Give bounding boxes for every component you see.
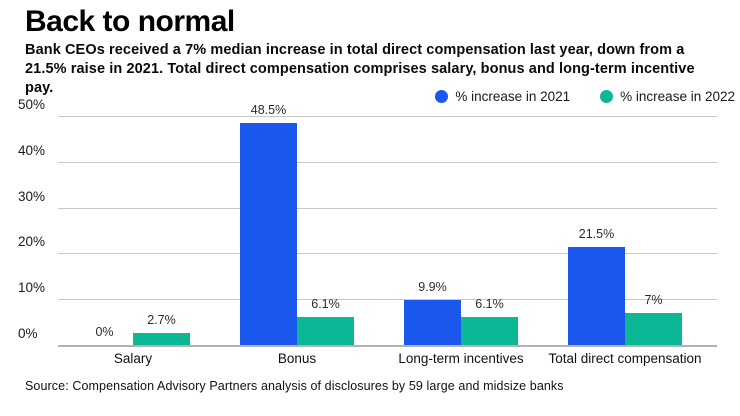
legend-label: % increase in 2022	[620, 89, 735, 104]
category-label-bonus: Bonus	[277, 351, 317, 366]
legend-label: % increase in 2021	[455, 89, 571, 104]
bar-bonus-2021	[240, 122, 297, 345]
bar-total-direct-compensation-2022	[625, 312, 682, 345]
bar-long-term-incentives-2021	[404, 299, 461, 345]
category-label-total-direct-compensation: Total direct compensation	[548, 351, 702, 366]
page-title: Back to normal	[25, 5, 235, 38]
gridline-10	[58, 299, 717, 301]
y-tick-label-40: 40%	[18, 142, 46, 158]
chart-subtitle: Bank CEOs received a 7% median increase …	[25, 42, 695, 96]
legend-item-2022: % increase in 2022	[600, 89, 735, 104]
gridline-30	[58, 207, 717, 209]
y-tick-label-30: 30%	[18, 188, 46, 204]
bar-value-label: 6.1%	[475, 297, 504, 312]
y-tick-label-50: 50%	[18, 97, 46, 112]
legend-dot-icon	[600, 90, 614, 103]
bar-salary-2022	[133, 332, 190, 345]
bar-value-label: 9.9%	[418, 279, 447, 294]
bar-value-label: 7%	[644, 292, 663, 307]
category-label-salary: Salary	[113, 351, 153, 366]
category-label-long-term-incentives: Long-term incentives	[398, 351, 524, 366]
bar-value-label: 2.7%	[147, 312, 176, 327]
bar-value-label: 21.5%	[578, 226, 615, 241]
bar-value-label: 6.1%	[311, 297, 340, 312]
y-tick-label-10: 10%	[18, 280, 46, 296]
y-tick-label-0: 0%	[18, 326, 38, 341]
legend-dot-icon	[435, 90, 449, 103]
source-note: Source: Compensation Advisory Partners a…	[25, 379, 564, 393]
bar-value-label: 48.5%	[250, 102, 287, 117]
bar-long-term-incentives-2022	[461, 317, 518, 345]
gridline-0	[58, 345, 717, 347]
chart-legend: % increase in 2021 % increase in 2022	[435, 89, 735, 104]
gridline-50	[58, 116, 717, 117]
bar-bonus-2022	[297, 317, 354, 345]
legend-item-2021: % increase in 2021	[435, 89, 570, 104]
bar-value-label: 0%	[95, 325, 114, 339]
y-tick-label-20: 20%	[18, 234, 46, 250]
bar-total-direct-compensation-2021	[568, 246, 625, 345]
gridline-40	[58, 161, 717, 163]
gridline-20	[58, 253, 717, 255]
